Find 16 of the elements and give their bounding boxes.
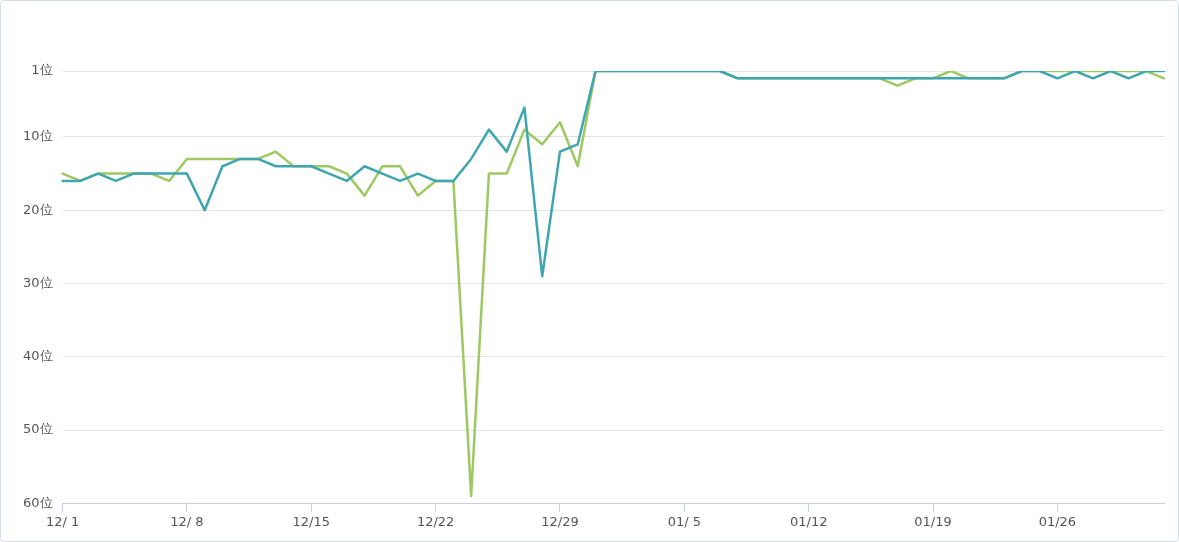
x-tick-label: 12/29: [541, 513, 579, 529]
x-tick-label: 12/22: [416, 513, 455, 529]
x-tick-label: 12/ 1: [45, 513, 80, 529]
y-tick-label: 30位: [23, 274, 53, 290]
x-tick-label: 01/12: [789, 513, 828, 529]
y-tick-label: 1位: [31, 62, 53, 78]
y-tick-label: 10位: [23, 128, 53, 144]
x-tick-label: 01/ 5: [667, 513, 701, 529]
y-tick-label: 50位: [23, 421, 53, 437]
x-tick-label: 12/ 8: [170, 513, 204, 529]
y-tick-label: 20位: [23, 201, 53, 217]
x-tick-label: 01/19: [914, 513, 952, 529]
x-tick-label: 12/15: [292, 513, 330, 529]
y-tick-label: 40位: [23, 348, 53, 364]
y-tick-label: 60位: [23, 494, 53, 510]
x-tick-label: 01/26: [1038, 513, 1077, 529]
